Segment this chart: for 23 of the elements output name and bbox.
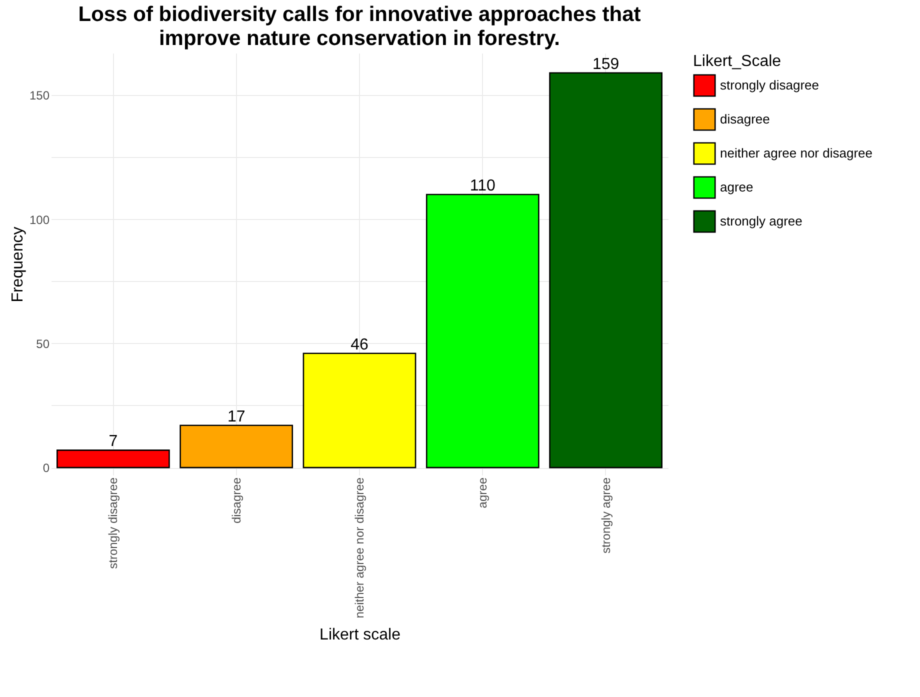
legend-label: agree [720,180,754,194]
y-axis-title: Frequency [9,226,26,302]
data-label: 17 [227,408,246,426]
data-label: 46 [350,336,368,354]
legend-label: strongly agree [720,214,802,228]
x-tick-label: agree [476,477,490,508]
y-tick-label: 100 [29,212,50,227]
data-label: 159 [592,56,620,73]
x-tick-label: strongly agree [598,477,613,554]
data-label: 7 [108,433,118,450]
y-tick-label: 0 [42,461,50,476]
data-label: 110 [470,177,496,194]
legend-label: disagree [720,112,770,126]
x-tick-label: strongly disagree [106,477,120,569]
legend-label: neither agree nor disagree [720,146,872,160]
chart-title: Loss of biodiversity calls for innovative approaches that improve nature conservation in forestry. [78,3,641,50]
x-tick-label: neither agree nor disagree [352,477,366,618]
y-tick-label: 50 [36,336,50,351]
x-tick-label: disagree [229,477,244,524]
legend-label: strongly disagree [720,78,819,92]
x-axis-title: Likert scale [320,626,401,644]
y-tick-label: 150 [29,88,50,103]
legend-title: Likert_Scale [693,53,782,70]
